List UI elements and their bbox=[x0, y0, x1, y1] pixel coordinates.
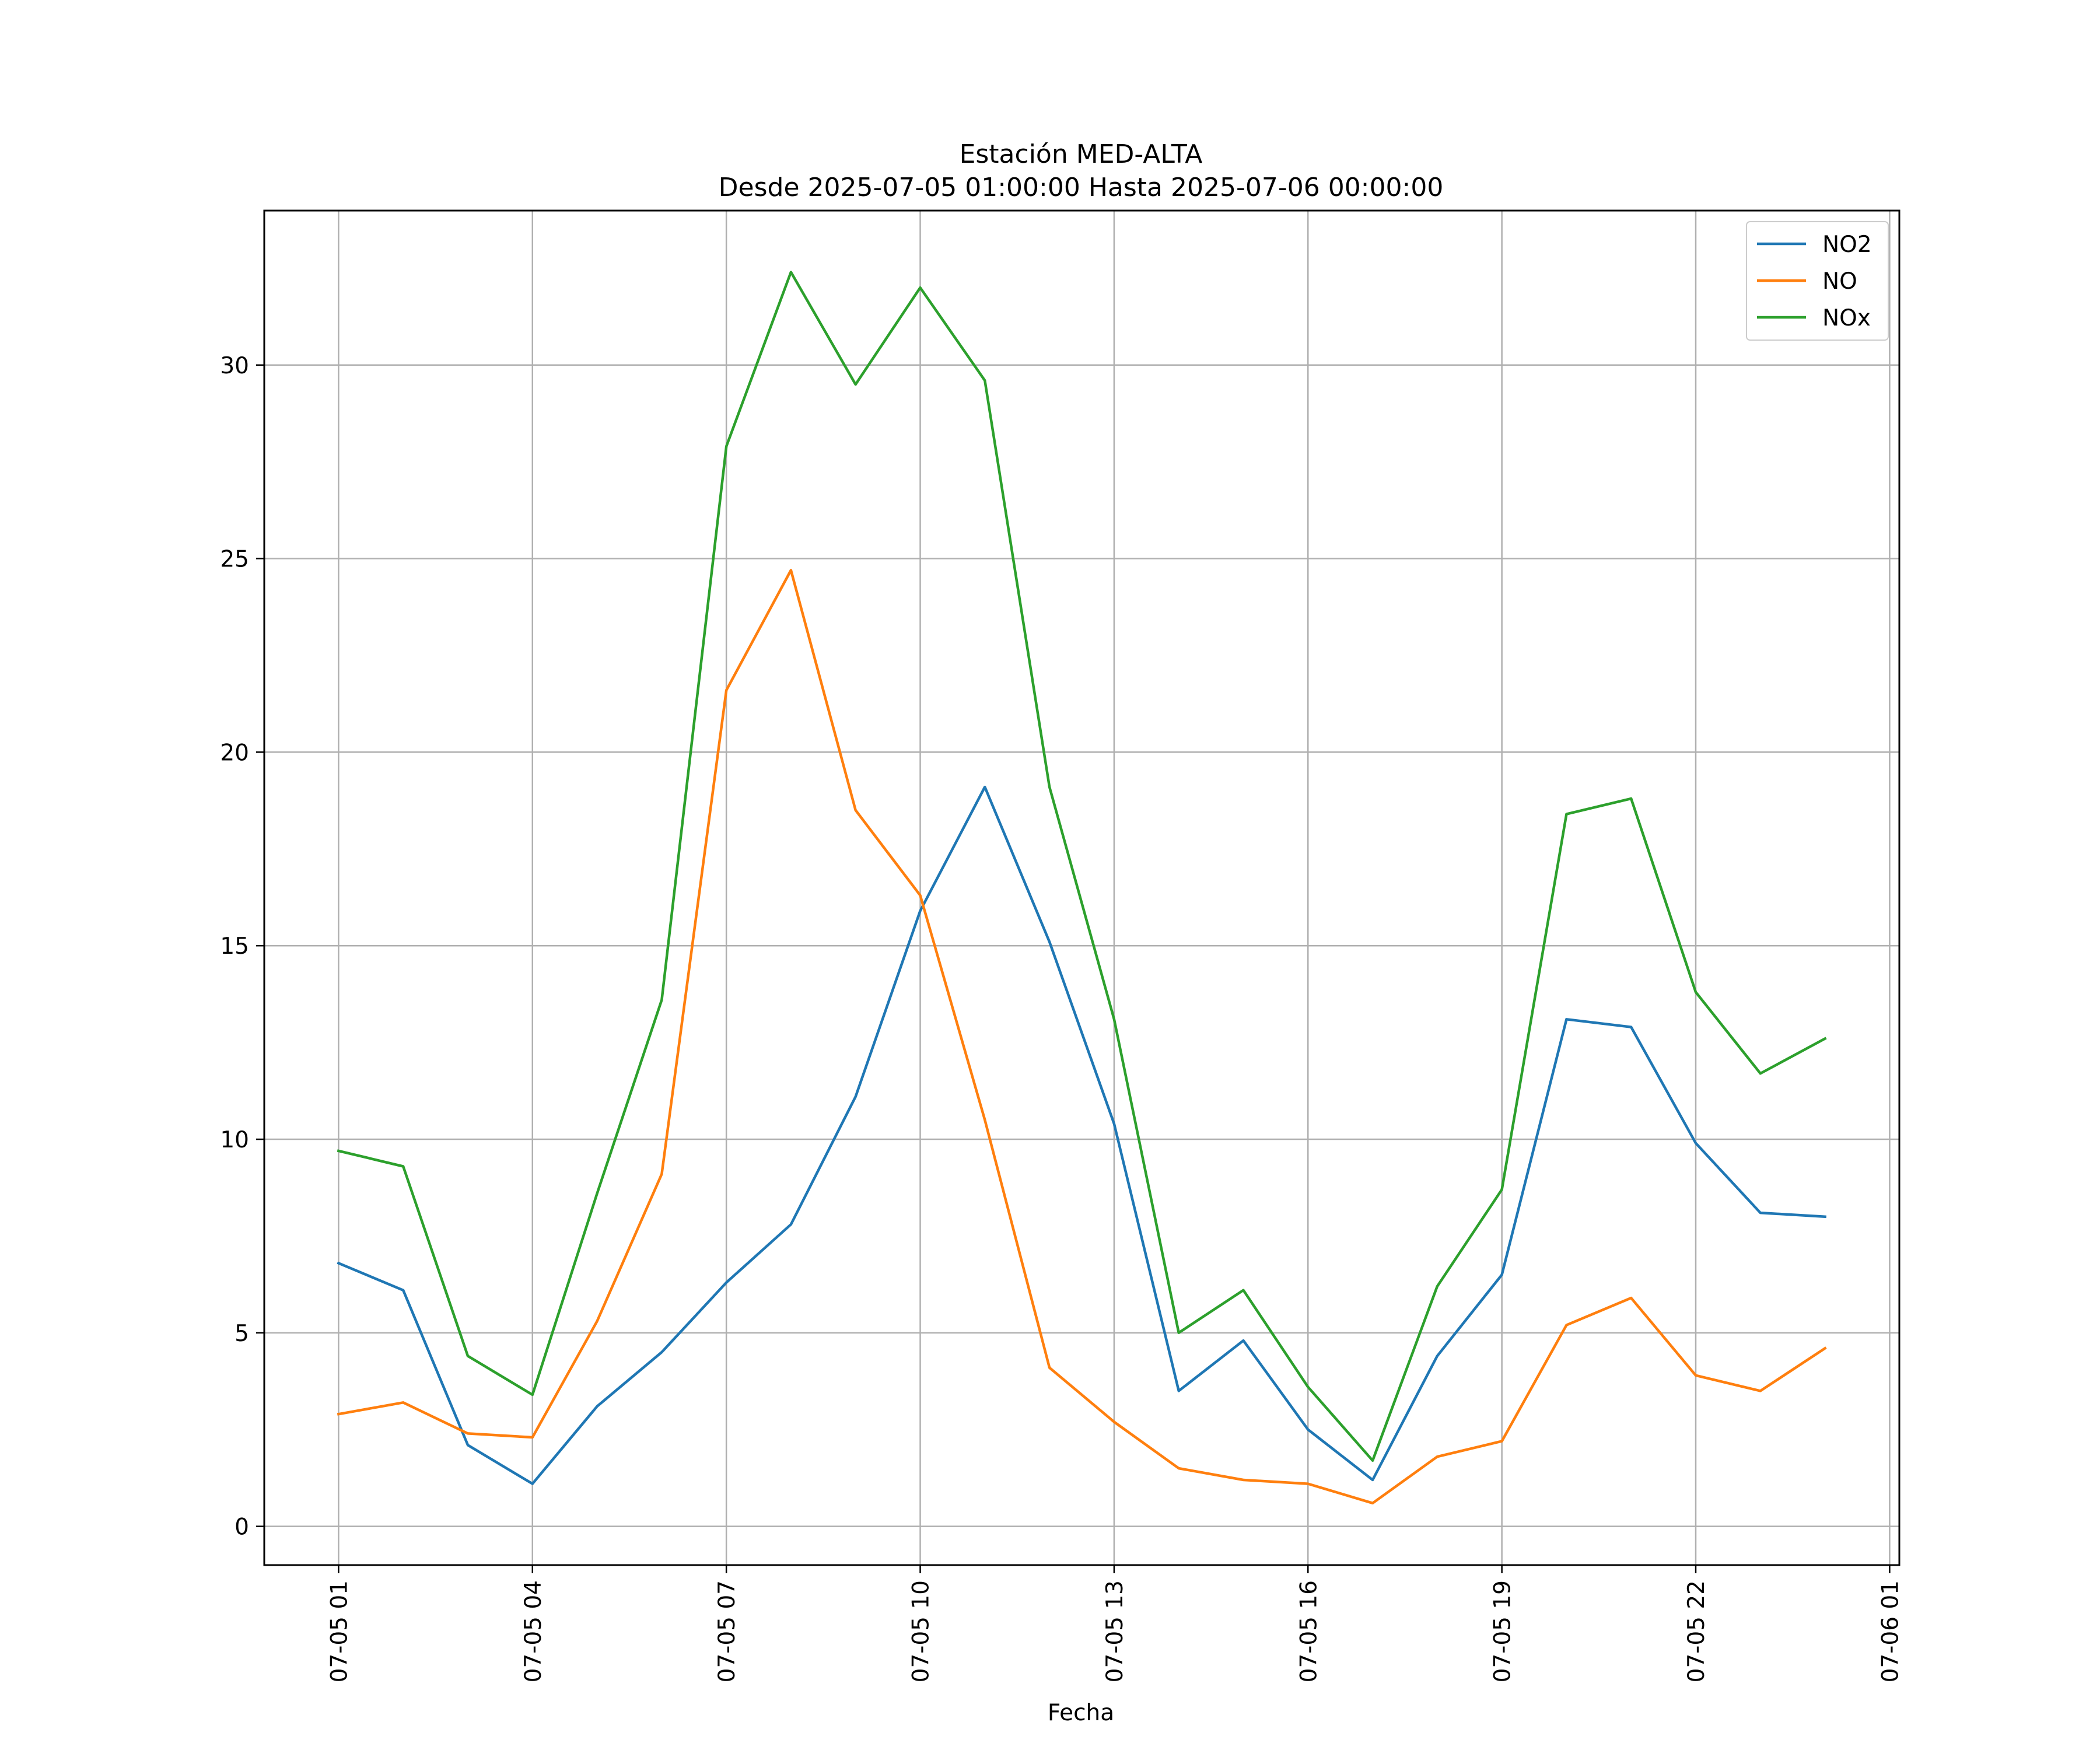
x-tick-label: 07-05 10 bbox=[908, 1580, 935, 1682]
x-axis-ticks: 07-05 01 07-05 04 07-05 07 07-05 10 07-05 13… bbox=[326, 1565, 1903, 1682]
x-tick-label: 07-05 04 bbox=[520, 1580, 547, 1682]
y-tick-label: 20 bbox=[220, 740, 249, 766]
series-line-no2 bbox=[337, 785, 1826, 1485]
y-tick-label: 25 bbox=[220, 547, 249, 573]
plot-area-frame bbox=[263, 209, 1901, 1566]
legend-box bbox=[1746, 221, 1889, 341]
y-tick-label: 15 bbox=[220, 933, 249, 960]
x-axis-label: Fecha bbox=[1048, 1700, 1114, 1726]
y-tick-label: 10 bbox=[220, 1127, 249, 1153]
series-line-nox bbox=[337, 271, 1827, 1462]
x-tick-label: 07-05 19 bbox=[1490, 1580, 1516, 1682]
legend-label: NO2 bbox=[1822, 232, 1872, 258]
legend-label: NOx bbox=[1822, 305, 1871, 331]
x-tick-label: 07-05 07 bbox=[714, 1580, 740, 1682]
series-layer bbox=[337, 271, 1827, 1505]
chart-title: Estación MED-ALTA bbox=[960, 139, 1203, 169]
y-tick-label: 30 bbox=[220, 353, 249, 379]
legend-label: NO bbox=[1822, 268, 1857, 295]
x-tick-label: 07-05 22 bbox=[1684, 1580, 1710, 1682]
x-tick-label: 07-06 01 bbox=[1877, 1580, 1903, 1682]
legend[interactable]: NO2 NO NOx bbox=[1746, 221, 1889, 341]
x-tick-label: 07-05 01 bbox=[326, 1580, 352, 1682]
legend-item-nox[interactable]: NOx bbox=[1757, 305, 1871, 331]
y-tick-label: 0 bbox=[235, 1514, 249, 1541]
chart-subtitle: Desde 2025-07-05 01:00:00 Hasta 2025-07-… bbox=[719, 173, 1444, 202]
legend-item-no[interactable]: NO bbox=[1757, 268, 1857, 295]
y-axis-ticks: 0 5 10 15 20 25 30 bbox=[220, 353, 264, 1541]
legend-item-no2[interactable]: NO2 bbox=[1757, 232, 1872, 258]
x-tick-label: 07-05 16 bbox=[1296, 1580, 1322, 1682]
series-line-no bbox=[337, 569, 1827, 1505]
y-tick-label: 5 bbox=[235, 1321, 249, 1347]
x-tick-label: 07-05 13 bbox=[1102, 1580, 1128, 1682]
grid-lines bbox=[264, 211, 1899, 1565]
